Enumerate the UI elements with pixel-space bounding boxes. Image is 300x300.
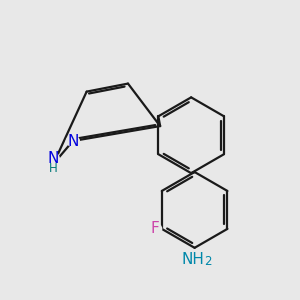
Text: NH: NH (182, 251, 205, 266)
Text: F: F (150, 221, 159, 236)
Text: H: H (49, 162, 58, 175)
Text: 2: 2 (204, 255, 212, 268)
Ellipse shape (148, 223, 162, 235)
Text: N: N (48, 152, 59, 166)
Text: N: N (67, 134, 79, 148)
Ellipse shape (66, 136, 79, 146)
Ellipse shape (183, 253, 206, 265)
Ellipse shape (47, 152, 60, 171)
